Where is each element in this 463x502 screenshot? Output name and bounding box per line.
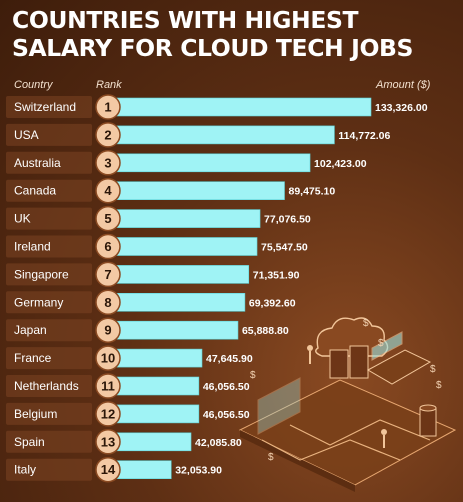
svg-text:$: $ bbox=[250, 370, 256, 381]
country-label: Belgium bbox=[14, 407, 57, 421]
country-label: Germany bbox=[14, 295, 63, 309]
title-line-1: COUNTRIES WITH HIGHEST bbox=[12, 6, 359, 34]
value-label: 133,326.00 bbox=[375, 102, 428, 114]
value-label: 32,053.90 bbox=[175, 465, 222, 477]
country-row-bg bbox=[6, 263, 92, 286]
salary-bar bbox=[107, 237, 258, 256]
value-label: 77,076.50 bbox=[264, 214, 311, 226]
rank-number: 9 bbox=[104, 323, 111, 338]
salary-bar bbox=[107, 292, 246, 312]
country-row-bg bbox=[6, 402, 92, 425]
rank-badge bbox=[95, 150, 121, 176]
svg-text:$: $ bbox=[378, 338, 384, 349]
value-label: 46,056.50 bbox=[203, 409, 250, 421]
salary-bar bbox=[107, 153, 311, 173]
cloud-computing-illustration: $ $ $ $ $ $ bbox=[238, 317, 457, 492]
title-line-2: SALARY FOR CLOUD TECH JOBS bbox=[12, 34, 414, 62]
rank-number: 7 bbox=[104, 267, 111, 282]
country-label: Singapore bbox=[14, 267, 69, 281]
rank-badge bbox=[95, 289, 121, 316]
rank-number: 10 bbox=[101, 351, 115, 366]
country-column-header: Country bbox=[14, 79, 53, 91]
salary-bar bbox=[107, 209, 261, 228]
country-row-bg bbox=[6, 235, 92, 258]
rank-badge bbox=[95, 317, 121, 343]
rank-number: 13 bbox=[101, 434, 115, 449]
country-label: Ireland bbox=[14, 240, 51, 254]
country-label: Italy bbox=[14, 463, 36, 477]
amount-column-header: Amount ($) bbox=[376, 79, 431, 91]
country-label: France bbox=[14, 351, 52, 365]
country-label: USA bbox=[14, 128, 39, 142]
rank-number: 2 bbox=[104, 127, 111, 142]
rank-number: 5 bbox=[104, 211, 111, 226]
svg-text:$: $ bbox=[363, 318, 369, 329]
value-label: 69,392.60 bbox=[249, 297, 296, 309]
salary-bar bbox=[107, 181, 285, 200]
rank-badge bbox=[95, 456, 121, 483]
country-label: Australia bbox=[14, 156, 61, 170]
country-row-bg bbox=[6, 179, 92, 202]
salary-bar bbox=[107, 376, 200, 396]
salary-bar bbox=[107, 97, 372, 117]
value-label: 71,351.90 bbox=[253, 269, 300, 281]
country-row-bg bbox=[6, 458, 92, 481]
value-label: 75,547.50 bbox=[261, 242, 308, 254]
rank-badge bbox=[95, 401, 121, 427]
value-label: 114,772.06 bbox=[338, 130, 390, 142]
country-row-bg bbox=[6, 319, 92, 342]
salary-bar bbox=[107, 348, 203, 368]
svg-text:$: $ bbox=[430, 364, 436, 375]
chart-title: COUNTRIES WITH HIGHEST SALARY FOR CLOUD … bbox=[12, 6, 413, 62]
rank-badge bbox=[95, 373, 121, 399]
rank-number: 12 bbox=[101, 406, 115, 421]
svg-text:$: $ bbox=[436, 380, 442, 391]
rank-badge bbox=[95, 233, 121, 260]
value-label: 89,475.10 bbox=[288, 186, 335, 198]
country-row-bg bbox=[6, 123, 92, 146]
country-row-bg bbox=[6, 151, 92, 174]
rank-column-header: Rank bbox=[96, 79, 122, 91]
country-row-bg bbox=[6, 96, 92, 118]
rank-number: 11 bbox=[101, 379, 115, 394]
country-row-bg bbox=[6, 347, 92, 370]
value-label: 65,888.80 bbox=[242, 325, 289, 337]
rank-number: 4 bbox=[104, 183, 112, 198]
rank-badge bbox=[95, 177, 121, 204]
country-label: Netherlands bbox=[14, 379, 79, 393]
country-label: Switzerland bbox=[14, 100, 76, 114]
country-label: Japan bbox=[14, 323, 47, 337]
rank-badge bbox=[95, 261, 121, 288]
value-label: 102,423.00 bbox=[314, 158, 367, 170]
country-row-bg bbox=[6, 207, 92, 230]
value-label: 42,085.80 bbox=[195, 437, 242, 449]
rank-badge bbox=[95, 205, 121, 232]
rank-badge bbox=[95, 345, 121, 371]
rank-number: 8 bbox=[104, 295, 111, 310]
value-label: 46,056.50 bbox=[203, 381, 250, 393]
salary-bar bbox=[107, 404, 200, 424]
country-row-bg bbox=[6, 430, 92, 453]
rank-number: 6 bbox=[104, 239, 111, 254]
svg-text:$: $ bbox=[268, 452, 274, 463]
rank-badge bbox=[95, 429, 121, 455]
rank-number: 3 bbox=[104, 155, 111, 170]
rank-number: 1 bbox=[104, 100, 111, 115]
country-row-bg bbox=[6, 375, 92, 397]
rank-number: 14 bbox=[101, 462, 116, 477]
salary-bar bbox=[107, 265, 250, 284]
salary-bar bbox=[107, 125, 335, 145]
value-label: 47,645.90 bbox=[206, 353, 253, 365]
salary-bar bbox=[107, 320, 239, 340]
country-label: Canada bbox=[14, 184, 56, 198]
rank-badge bbox=[95, 94, 121, 120]
country-label: UK bbox=[14, 212, 31, 226]
rank-badge bbox=[95, 122, 121, 148]
country-label: Spain bbox=[14, 435, 45, 449]
country-row-bg bbox=[6, 291, 92, 314]
